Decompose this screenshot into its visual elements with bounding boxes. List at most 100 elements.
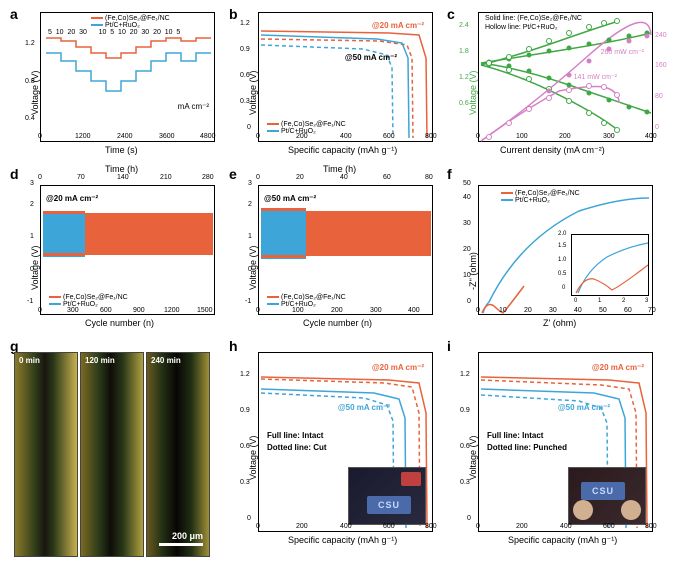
tick: 2.0 [558,231,566,237]
annotation-c-141: 141 mW cm⁻² [574,73,617,81]
micrograph-1: 120 min [80,352,144,557]
tick: 0.4 [25,115,35,122]
tick: 1 [598,298,601,304]
panel-label-h: h [229,338,238,354]
chart-i: @20 mA cm⁻² @50 mA cm⁻² Full line: Intac… [478,352,653,532]
tick: 0 [30,266,34,273]
tick: -1 [27,298,33,305]
legend-e: (Fe,Co)Se₂@Fe₁/NC Pt/C+RuO₂ [267,294,346,308]
panel-label-a: a [10,6,18,22]
tick: 0 [38,307,42,314]
chart-b: @20 mA cm⁻² @50 mA cm⁻² (Fe,Co)Se₂@Fe₁/N… [258,12,433,142]
legend-c-hollow: Hollow line: Pt/C+RuO₂ [485,24,558,31]
tick: 0 [476,523,480,530]
legend-text: (Fe,Co)Se₂@Fe₁/NC [515,190,580,197]
ylabel-c-left: Voltage (V) [468,70,478,115]
inset-photo-h: CSU [348,467,426,525]
tick: 0 [256,523,260,530]
tick: 0.8 [25,78,35,85]
tick: 200 [559,133,571,140]
panel-label-d: d [10,166,19,182]
tick: 10 [499,307,507,314]
legend-swatch [501,192,513,194]
legend-i-dotted: Dotted line: Punched [487,443,567,452]
tick: 20 [463,246,471,253]
annotation-ma: mA cm⁻² [178,102,209,111]
tick: 1200 [164,307,180,314]
tick: 1 [30,233,34,240]
tick: 600 [100,307,112,314]
tick: 800 [425,523,437,530]
hand-icon [573,500,593,520]
top-xlabel-e: Time (h) [323,164,356,174]
tick: 80 [425,174,433,181]
tick: 0.9 [460,407,470,414]
annotation-i-50: @50 mA cm⁻² [558,403,610,412]
annotation-i-20: @20 mA cm⁻² [592,363,644,372]
legend-text: Pt/C+RuO₂ [515,197,550,204]
tick: 2 [622,298,625,304]
tick: 200 [331,307,343,314]
tick: 200 [516,523,528,530]
tick: 30 [463,220,471,227]
led-display: CSU [367,496,411,514]
tick: 70 [77,174,85,181]
annotation-c-260: 260 mW cm⁻² [601,48,644,56]
legend-text: (Fe,Co)Se₂@Fe₁/NC [63,294,128,301]
scale-text: 200 μm [172,531,203,541]
tick: 0 [655,124,659,131]
d-feco-band-early [43,211,85,214]
tick: 100 [292,307,304,314]
d-ptc-band [43,213,85,257]
panel-label-b: b [229,6,238,22]
tick: 80 [655,93,663,100]
tick: 70 [648,307,656,314]
xlabel-f: Z' (ohm) [543,318,576,328]
tick: 0 [256,133,260,140]
annotation-b-20: @20 mA cm⁻² [372,21,424,30]
annotation-h-20: @20 mA cm⁻² [372,363,424,372]
e-feco-early2 [261,255,306,258]
led-text: CSU [592,486,614,496]
tick: 0.6 [240,72,250,79]
tick: 1.0 [558,257,566,263]
frame-label-2: 240 min [151,356,181,365]
tick: 60 [624,307,632,314]
tick: 0 [256,307,260,314]
legend-swatch [267,123,279,125]
tick: 1.5 [558,243,566,249]
tick: 3600 [159,133,175,140]
chart-e: @50 mA cm⁻² (Fe,Co)Se₂@Fe₁/NC Pt/C+RuO₂ [258,185,433,315]
tick: 0 [247,515,251,522]
tick: 0.5 [558,271,566,277]
tick: 0 [476,133,480,140]
legend-ptc-label: Pt/C+RuO₂ [105,22,140,29]
xlabel-h: Specific capacity (mAh g⁻¹) [288,535,397,546]
tick: 0.9 [240,407,250,414]
xlabel-i: Specific capacity (mAh g⁻¹) [508,535,617,546]
chart-a: (Fe,Co)Se₂@Fe₁/NC Pt/C+RuO₂ mA cm⁻² 5 10… [40,12,215,142]
top-xlabel-d: Time (h) [105,164,138,174]
scale-bar [159,543,203,546]
tick: 50 [463,180,471,187]
annotation-d: @20 mA cm⁻² [46,194,98,203]
tick: 900 [133,307,145,314]
tick: 160 [655,62,667,69]
tick: 0 [248,266,252,273]
xlabel-a: Time (s) [105,145,138,155]
tick: 140 [117,174,129,181]
legend-i-full: Full line: Intact [487,431,543,440]
led-text: CSU [378,500,400,510]
xlabel-b: Specific capacity (mAh g⁻¹) [288,145,397,156]
tick: 300 [603,133,615,140]
tick: 2400 [117,133,133,140]
tick: 40 [340,174,348,181]
tick: 2.4 [459,22,469,29]
tick: 300 [67,307,79,314]
xlabel-e: Cycle number (n) [303,318,372,328]
tick: 100 [516,133,528,140]
tick: 1.2 [460,371,470,378]
chart-f-inset: 0 1 2 3 0 0.5 1.0 1.5 2.0 [571,234,649,296]
tick: 0 [256,174,260,181]
tick: 1.8 [459,48,469,55]
